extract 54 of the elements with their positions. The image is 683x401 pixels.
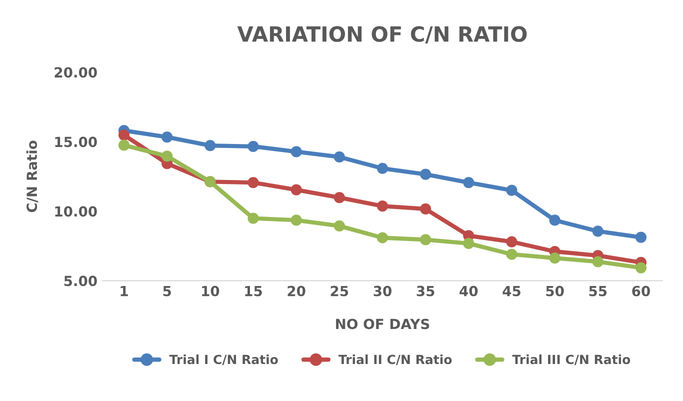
x-tick-label: 50 <box>546 286 564 296</box>
point <box>376 232 388 244</box>
point <box>334 220 345 232</box>
point <box>248 212 259 224</box>
point <box>420 203 432 215</box>
x-tick-label: 20 <box>288 286 306 296</box>
point <box>248 177 259 188</box>
point <box>162 132 173 143</box>
x-tick-label: 25 <box>330 286 348 296</box>
point <box>635 262 647 274</box>
y-tick-label: 10.00 <box>55 206 97 217</box>
legend-label: Trial I C/N Ratio <box>169 354 278 366</box>
point <box>204 140 216 152</box>
point <box>549 252 560 264</box>
x-tick-label: 55 <box>589 286 607 296</box>
y-tick-label: 15.00 <box>55 136 97 148</box>
point <box>506 248 518 260</box>
point <box>334 192 345 204</box>
y-tick-label: 20.00 <box>54 67 97 78</box>
point <box>592 256 604 268</box>
point <box>592 226 604 237</box>
point <box>290 214 302 226</box>
point <box>420 234 432 246</box>
chart-title: VARIATION OF C/N RATIO <box>237 26 527 44</box>
point <box>162 150 173 162</box>
x-tick-label: 1 <box>120 286 128 296</box>
point <box>420 168 432 180</box>
legend-label: Trial III C/N Ratio <box>512 354 630 366</box>
y-axis-title: C/N Ratio <box>26 140 38 212</box>
x-tick-label: 35 <box>416 286 434 296</box>
point <box>376 200 388 212</box>
y-tick-label: 5.00 <box>64 276 97 286</box>
point <box>463 177 474 188</box>
point <box>506 236 518 248</box>
point <box>635 232 647 243</box>
point <box>248 140 259 152</box>
point <box>290 146 302 158</box>
point <box>290 184 302 196</box>
point <box>506 184 518 196</box>
point <box>376 162 388 174</box>
x-tick-label: 45 <box>502 286 520 296</box>
x-tick-label: 30 <box>374 286 392 296</box>
x-tick-label: 60 <box>632 286 650 296</box>
x-axis-title: NO OF DAYS <box>336 318 430 330</box>
point <box>463 238 474 249</box>
x-tick-label: 10 <box>202 286 220 296</box>
point <box>549 214 560 226</box>
x-tick-label: 40 <box>460 286 478 296</box>
point <box>334 151 345 163</box>
x-tick-label: 5 <box>163 286 171 296</box>
point <box>118 129 130 141</box>
point <box>118 140 130 151</box>
legend-label: Trial II C/N Ratio <box>338 354 452 366</box>
x-tick-label: 15 <box>245 286 262 296</box>
